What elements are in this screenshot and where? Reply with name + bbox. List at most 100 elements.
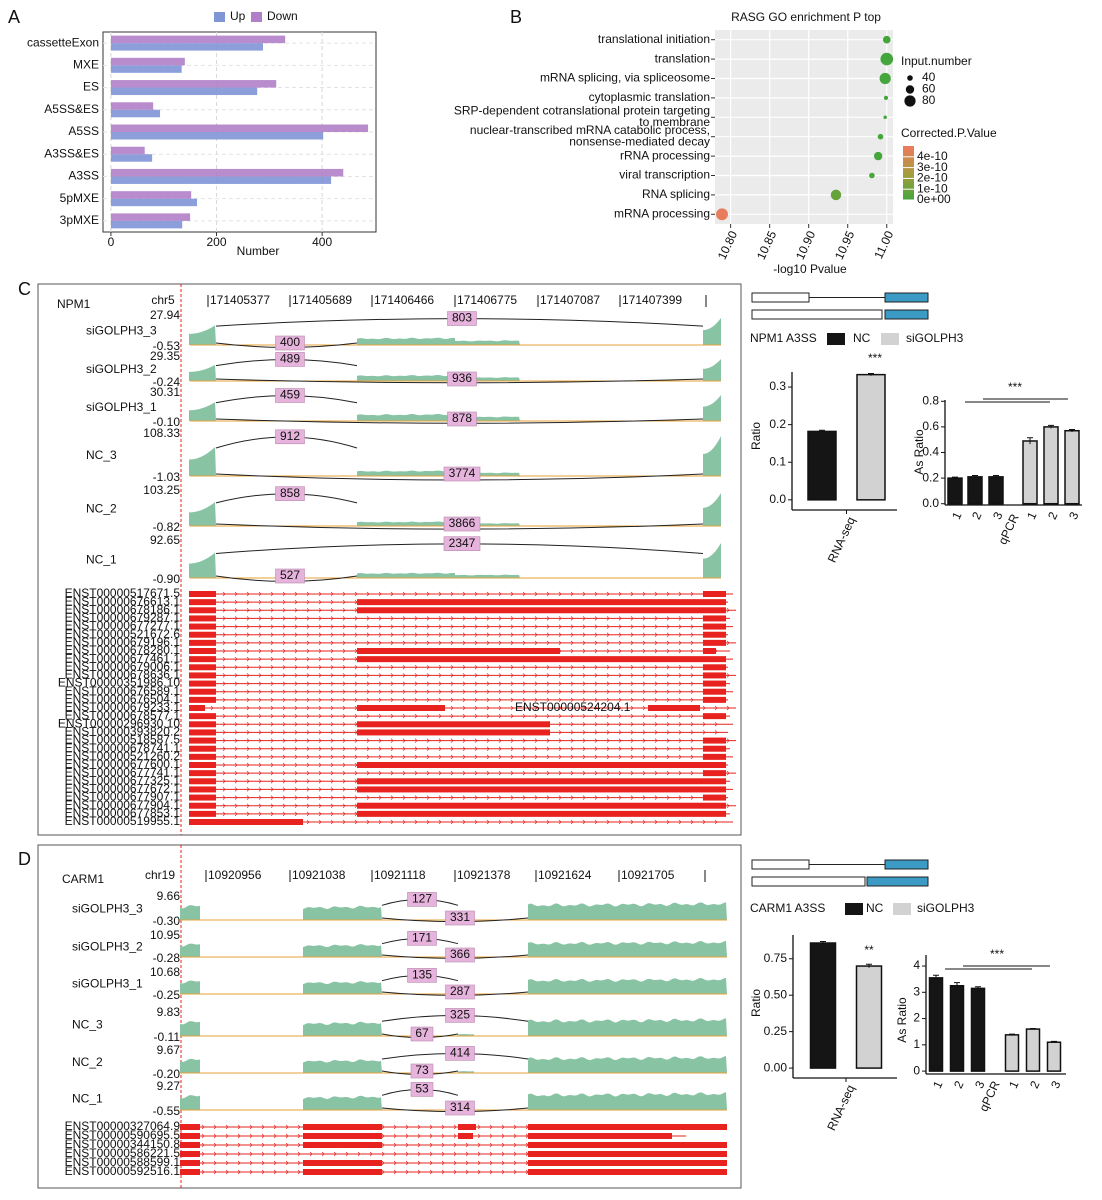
strand-arrow	[570, 673, 574, 678]
coverage	[703, 359, 721, 381]
strand-arrow	[441, 1151, 445, 1157]
strand-arrow	[558, 754, 562, 760]
strand-arrow	[426, 624, 430, 629]
strand-arrow	[522, 795, 526, 800]
coordinate: 10921038	[292, 868, 346, 882]
strand-arrow	[261, 1133, 265, 1139]
exon-block	[180, 1151, 200, 1157]
strand-arrow	[297, 1133, 301, 1139]
strand-arrow	[474, 697, 478, 703]
strand-arrow	[606, 819, 610, 825]
strand-arrow	[297, 1142, 301, 1148]
strand-arrow	[258, 632, 262, 637]
strand-arrow	[297, 1160, 301, 1166]
strand-arrow	[246, 787, 250, 792]
strand-arrow	[678, 681, 682, 686]
strand-arrow	[390, 697, 394, 703]
strand-arrow	[477, 1151, 481, 1157]
strand-arrow	[690, 697, 694, 703]
x-tick-label: 2	[951, 1078, 967, 1090]
strand-arrow	[354, 591, 358, 597]
coordinate: 171405377	[210, 293, 270, 307]
strand-arrow	[318, 656, 322, 662]
strand-arrow	[450, 713, 454, 719]
strand-arrow	[618, 746, 622, 751]
strand-arrow	[630, 713, 634, 719]
strand-arrow	[330, 665, 334, 670]
track-min: -0.82	[153, 520, 181, 534]
track-min: -0.11	[154, 1030, 181, 1044]
bar	[110, 132, 324, 140]
bar	[110, 124, 369, 132]
error-bar	[819, 429, 825, 433]
strand-arrow	[486, 673, 490, 678]
x-tick-label: 400	[312, 235, 332, 249]
exon-block	[189, 639, 216, 646]
error-bar	[975, 986, 981, 990]
exon-block	[357, 648, 560, 654]
strand-arrow	[342, 648, 346, 654]
strand-arrow	[510, 665, 514, 670]
strand-arrow	[546, 697, 550, 703]
exon-block	[703, 753, 726, 760]
strand-arrow	[546, 673, 550, 678]
strand-arrow	[618, 738, 622, 743]
strand-arrow	[342, 738, 346, 743]
bar	[110, 87, 258, 96]
strand-arrow	[594, 665, 598, 670]
transcript-id: ENST00000344150.8	[65, 1137, 181, 1151]
strand-arrow	[498, 770, 502, 776]
strand-arrow	[546, 640, 550, 646]
strand-arrow	[294, 673, 298, 678]
strand-arrow	[234, 608, 238, 613]
strand-arrow	[270, 779, 274, 784]
strand-arrow	[294, 640, 298, 646]
strand-arrow	[270, 746, 274, 751]
strand-arrow	[558, 746, 562, 751]
strand-arrow	[381, 1142, 385, 1148]
strand-arrow	[234, 762, 238, 768]
junction-label-box	[445, 910, 475, 926]
junction-label-box	[445, 984, 475, 1000]
strand-arrow	[294, 762, 298, 768]
strand-arrow	[294, 705, 298, 711]
strand-arrow	[225, 1124, 229, 1130]
strand-arrow	[354, 632, 358, 637]
strand-arrow	[246, 599, 250, 605]
legend-swatch	[893, 903, 911, 915]
strand-arrow	[534, 705, 538, 711]
strand-arrow	[486, 819, 490, 825]
strand-arrow	[450, 754, 454, 760]
x-tick-label: 11.00	[871, 228, 896, 261]
strand-arrow	[354, 746, 358, 751]
strand-arrow	[246, 640, 250, 646]
strand-arrow	[306, 754, 310, 760]
exon-block	[703, 672, 726, 679]
strand-arrow	[510, 681, 514, 686]
strand-arrow	[465, 1160, 469, 1166]
track-min: -0.30	[153, 914, 181, 928]
x-tick-label: 10.95	[832, 228, 858, 261]
bar	[110, 191, 192, 199]
strand-arrow	[210, 705, 214, 711]
legend-label: siGOLPH3	[906, 331, 964, 345]
coverage	[703, 436, 721, 476]
strand-arrow	[429, 1142, 433, 1148]
strand-arrow	[222, 730, 226, 735]
strand-arrow	[462, 770, 466, 776]
y-tick-label: 1	[913, 1037, 920, 1051]
strand-arrow	[246, 656, 250, 662]
strand-arrow	[417, 1124, 421, 1130]
significance: **	[864, 943, 874, 957]
strand-arrow	[330, 697, 334, 703]
strand-arrow	[402, 795, 406, 800]
strand-arrow	[486, 713, 490, 719]
coordinate: 10920956	[208, 868, 262, 882]
strand-arrow	[306, 689, 310, 694]
strand-arrow	[342, 599, 346, 605]
strand-arrow	[342, 697, 346, 703]
strand-arrow	[213, 1133, 217, 1139]
strand-arrow	[246, 689, 250, 694]
strand-arrow	[570, 632, 574, 637]
strand-arrow	[222, 738, 226, 743]
